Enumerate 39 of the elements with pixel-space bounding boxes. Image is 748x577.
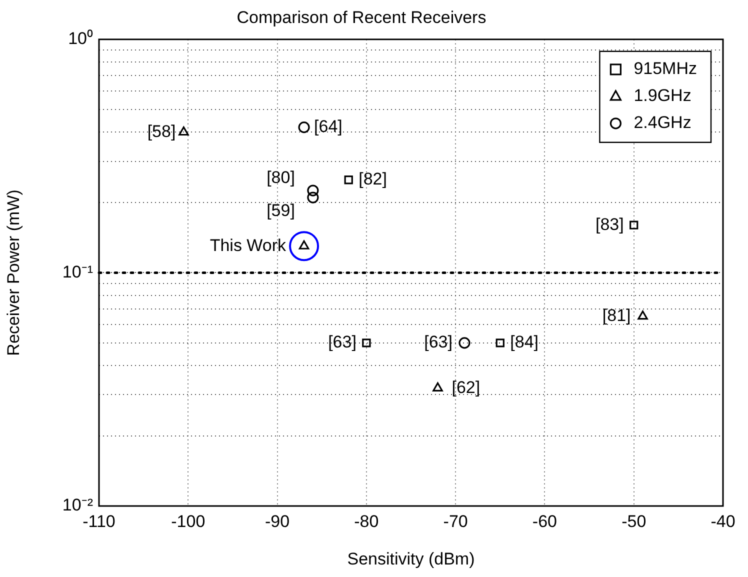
x-tick-label: -90 [264,512,290,531]
x-tick-label: -40 [710,512,736,531]
annotation: [83] [596,214,624,234]
legend-label: 915MHz [634,59,698,78]
annotation: [63] [328,332,356,352]
y-axis-title: Receiver Power (mW) [4,190,23,356]
point [638,310,648,320]
legend-label: 2.4GHz [634,113,692,132]
y-tick-label: 10⁻¹ [62,262,94,282]
annotation: [84] [510,332,538,352]
point [458,337,470,349]
x-tick-label: -60 [532,512,558,531]
annotation: [80] [266,168,295,188]
x-tick-label: -70 [443,512,468,531]
point [496,338,504,348]
point [307,184,319,196]
point [344,176,353,184]
annotation: [62] [452,378,480,397]
x-tick-label: -50 [622,512,646,531]
point [298,121,310,134]
point [307,192,319,204]
annotation: [81] [602,306,631,326]
annotation: [59] [266,201,295,220]
point [630,220,638,230]
x-tick-label: -100 [171,512,206,531]
annotation: [63] [424,332,452,352]
y-tick-label: 10⁰ [68,29,93,48]
point [178,126,189,136]
point [289,231,320,262]
annotation: [64] [314,116,342,136]
annotation: [58] [147,122,176,141]
x-tick-label: -80 [354,512,379,531]
point [362,338,371,348]
point [432,382,443,392]
legend-label: 1.9GHz [634,86,692,106]
annotation: [82] [358,170,387,189]
x-axis-title: Sensitivity (dBm) [347,549,475,568]
annotation: This Work [210,236,287,255]
chart-title: Comparison of Recent Receivers [236,8,486,27]
